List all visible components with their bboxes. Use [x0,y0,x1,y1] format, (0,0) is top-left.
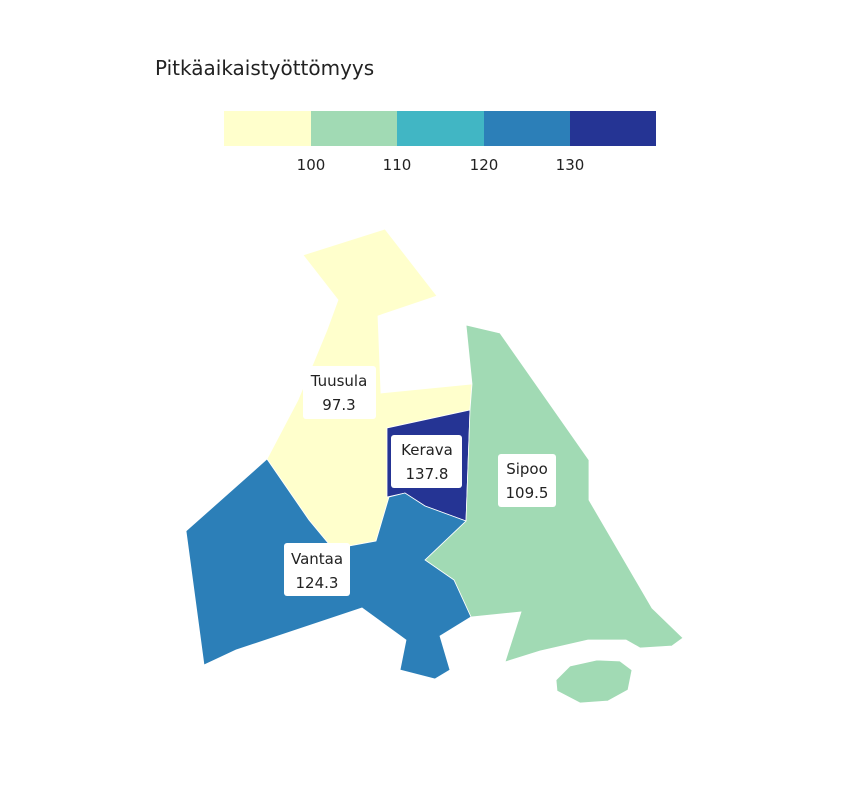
legend-bin-2 [311,111,397,146]
legend-tick-120: 120 [470,156,499,174]
legend-ticks: 100 110 120 130 [297,156,585,174]
label-kerava-name: Kerava [401,441,453,459]
label-tuusula: Tuusula 97.3 [303,366,376,419]
label-sipoo: Sipoo 109.5 [498,454,556,507]
label-kerava: Kerava 137.8 [391,435,462,488]
legend-bin-4 [484,111,570,146]
legend-bin-5 [570,111,656,146]
legend-colorbar [224,111,656,146]
legend-title: Pitkäaikaistyöttömyys [155,56,375,80]
legend-bin-3 [397,111,484,146]
region-sipoo-island[interactable] [555,659,633,704]
label-tuusula-name: Tuusula [310,372,368,390]
label-tuusula-value: 97.3 [322,396,355,414]
label-vantaa: Vantaa 124.3 [284,543,350,596]
legend-tick-110: 110 [383,156,412,174]
label-vantaa-value: 124.3 [296,574,339,592]
label-kerava-value: 137.8 [406,465,449,483]
legend-tick-100: 100 [297,156,326,174]
label-sipoo-name: Sipoo [506,460,548,478]
legend-tick-130: 130 [556,156,585,174]
label-sipoo-value: 109.5 [506,484,549,502]
label-vantaa-name: Vantaa [291,550,343,568]
legend-bin-1 [224,111,311,146]
